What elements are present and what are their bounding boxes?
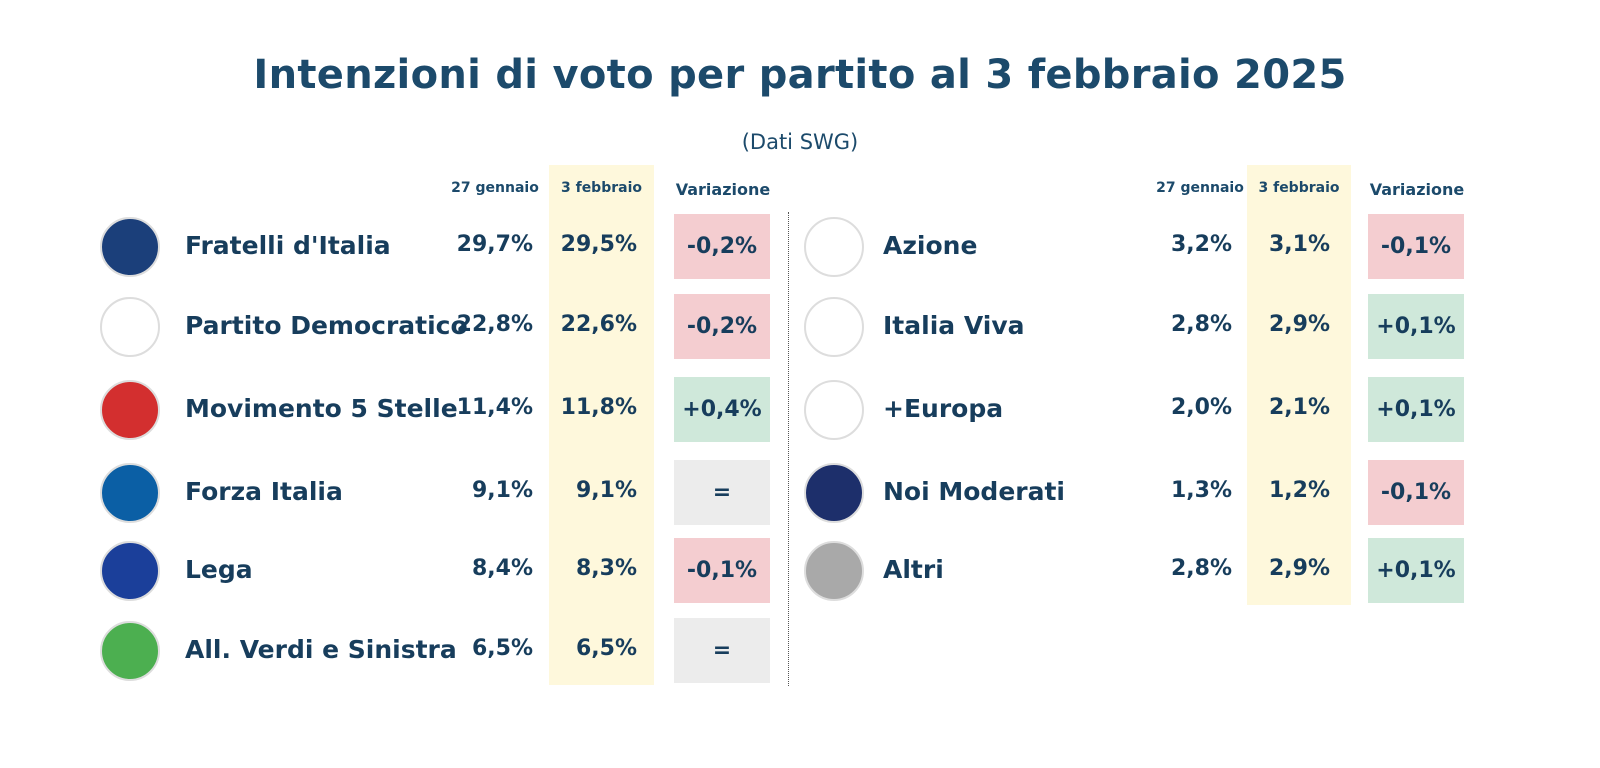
party-name: All. Verdi e Sinistra [185, 635, 457, 664]
party-logo-icon [804, 541, 864, 601]
change-cell: -0,1% [1368, 214, 1464, 279]
party-logo-icon [100, 217, 160, 277]
party-logo-icon [100, 463, 160, 523]
party-name: Altri [883, 555, 944, 584]
party-name: +Europa [883, 394, 1004, 423]
party-logo-icon [804, 463, 864, 523]
party-name: Movimento 5 Stelle [185, 394, 458, 423]
highlight-column-right [1247, 165, 1351, 605]
value-prev: 8,4% [471, 556, 533, 581]
party-name: Noi Moderati [883, 477, 1065, 506]
change-cell: +0,1% [1368, 294, 1464, 359]
party-logo-icon [100, 380, 160, 440]
value-curr: 2,9% [1268, 556, 1330, 581]
value-curr: 3,1% [1268, 232, 1330, 257]
header-prev-right: 27 gennaio [1156, 180, 1244, 196]
header-curr-right: 3 febbraio [1258, 180, 1340, 196]
value-curr: 22,6% [560, 312, 637, 337]
column-divider [788, 212, 789, 686]
party-name: Italia Viva [883, 311, 1025, 340]
change-cell: +0,4% [674, 377, 770, 442]
party-name: Lega [185, 555, 253, 584]
value-curr: 8,3% [575, 556, 637, 581]
party-logo-icon [804, 217, 864, 277]
change-cell: -0,2% [674, 214, 770, 279]
value-curr: 2,9% [1268, 312, 1330, 337]
value-curr: 2,1% [1268, 395, 1330, 420]
value-prev: 1,3% [1170, 478, 1232, 503]
change-cell: = [674, 618, 770, 683]
value-curr: 29,5% [560, 232, 637, 257]
header-change-right: Variazione [1369, 180, 1465, 199]
value-prev: 29,7% [456, 232, 533, 257]
change-cell: +0,1% [1368, 377, 1464, 442]
party-name: Partito Democratico [185, 311, 468, 340]
party-name: Fratelli d'Italia [185, 231, 391, 260]
value-prev: 2,8% [1170, 312, 1232, 337]
value-prev: 2,0% [1170, 395, 1232, 420]
party-logo-icon [804, 297, 864, 357]
change-cell: -0,1% [674, 538, 770, 603]
value-curr: 11,8% [560, 395, 637, 420]
subtitle: (Dati SWG) [741, 130, 859, 154]
header-change-left: Variazione [675, 180, 771, 199]
party-name: Azione [883, 231, 978, 260]
value-curr: 1,2% [1268, 478, 1330, 503]
value-prev: 22,8% [456, 312, 533, 337]
change-cell: +0,1% [1368, 538, 1464, 603]
highlight-column-left [549, 165, 654, 685]
change-cell: -0,2% [674, 294, 770, 359]
value-prev: 2,8% [1170, 556, 1232, 581]
value-curr: 6,5% [575, 636, 637, 661]
value-prev: 9,1% [471, 478, 533, 503]
party-logo-icon [804, 380, 864, 440]
page-title: Intenzioni di voto per partito al 3 febb… [253, 52, 1347, 98]
value-prev: 3,2% [1170, 232, 1232, 257]
value-curr: 9,1% [575, 478, 637, 503]
party-logo-icon [100, 297, 160, 357]
value-prev: 6,5% [471, 636, 533, 661]
value-prev: 11,4% [456, 395, 533, 420]
change-cell: -0,1% [1368, 460, 1464, 525]
party-logo-icon [100, 621, 160, 681]
header-prev-left: 27 gennaio [451, 180, 539, 196]
party-logo-icon [100, 541, 160, 601]
header-curr-left: 3 febbraio [560, 180, 642, 196]
party-name: Forza Italia [185, 477, 343, 506]
change-cell: = [674, 460, 770, 525]
